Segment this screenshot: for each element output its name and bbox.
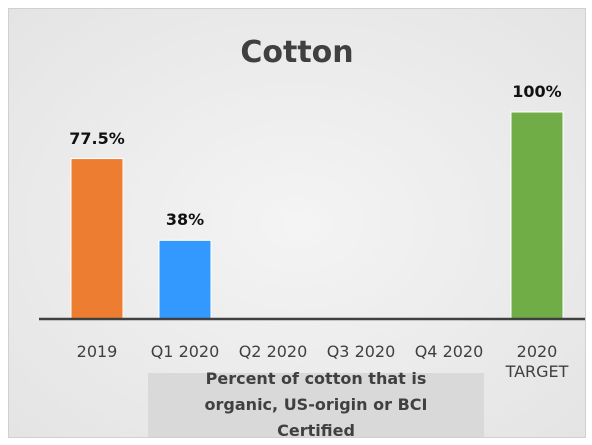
plot-area: [39, 111, 585, 321]
x-tick-label: Q2 2020: [238, 342, 308, 361]
x-axis-label: Percent of cotton that is organic, US-or…: [148, 369, 484, 440]
x-tick-label: Q3 2020: [326, 342, 396, 361]
x-tick-label: 2019: [76, 342, 118, 361]
bar: [158, 239, 212, 320]
chart: Cotton Percent of cotton that is organic…: [8, 8, 586, 440]
data-label: 100%: [512, 82, 562, 101]
bar: [510, 111, 564, 320]
x-tick-label: Q1 2020: [150, 342, 220, 361]
data-label: 77.5%: [69, 128, 125, 148]
x-tick-label: 2020 TARGET: [505, 342, 569, 381]
data-label: 38%: [165, 210, 205, 230]
bar: [70, 158, 124, 320]
x-tick-label: Q4 2020: [414, 342, 484, 361]
chart-title: Cotton: [240, 35, 354, 70]
